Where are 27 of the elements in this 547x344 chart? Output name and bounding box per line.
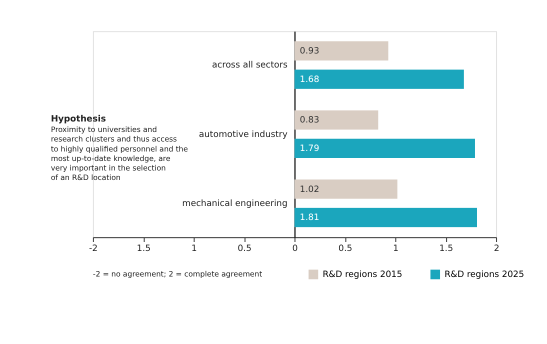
bar <box>294 208 478 228</box>
y-tick-label: automotive industry <box>198 130 288 140</box>
legend-label: R&D regions 2025 <box>444 270 524 280</box>
data-label: 1.02 <box>300 184 320 195</box>
bar <box>294 110 378 130</box>
bar <box>294 179 398 199</box>
x-tick-label: 1 <box>392 244 399 254</box>
x-tick-label: 1.5 <box>439 244 454 254</box>
x-tick-label: 0.5 <box>238 244 252 254</box>
bar <box>294 70 464 89</box>
y-tick-label: across all sectors <box>212 60 288 71</box>
data-label: 1.79 <box>300 144 320 154</box>
data-label: 0.83 <box>300 116 320 126</box>
x-tick-label: 2 <box>494 244 500 254</box>
x-tick-label: -2 <box>88 244 98 254</box>
data-label: 1.81 <box>300 213 320 224</box>
x-tick-label: 1 <box>191 244 197 254</box>
bar <box>294 41 388 61</box>
data-label: 0.93 <box>300 46 320 56</box>
data-label: 1.68 <box>300 74 320 85</box>
bar <box>294 138 475 158</box>
x-tick-label: 1.5 <box>136 244 151 254</box>
legend-label: R&D regions 2015 <box>322 270 402 280</box>
annotation: Hypothesis <box>50 114 106 124</box>
y-tick-label: mechanical engineering <box>182 198 288 209</box>
x-tick-label: 0.5 <box>338 244 352 254</box>
x-tick-label: 0 <box>292 244 298 254</box>
